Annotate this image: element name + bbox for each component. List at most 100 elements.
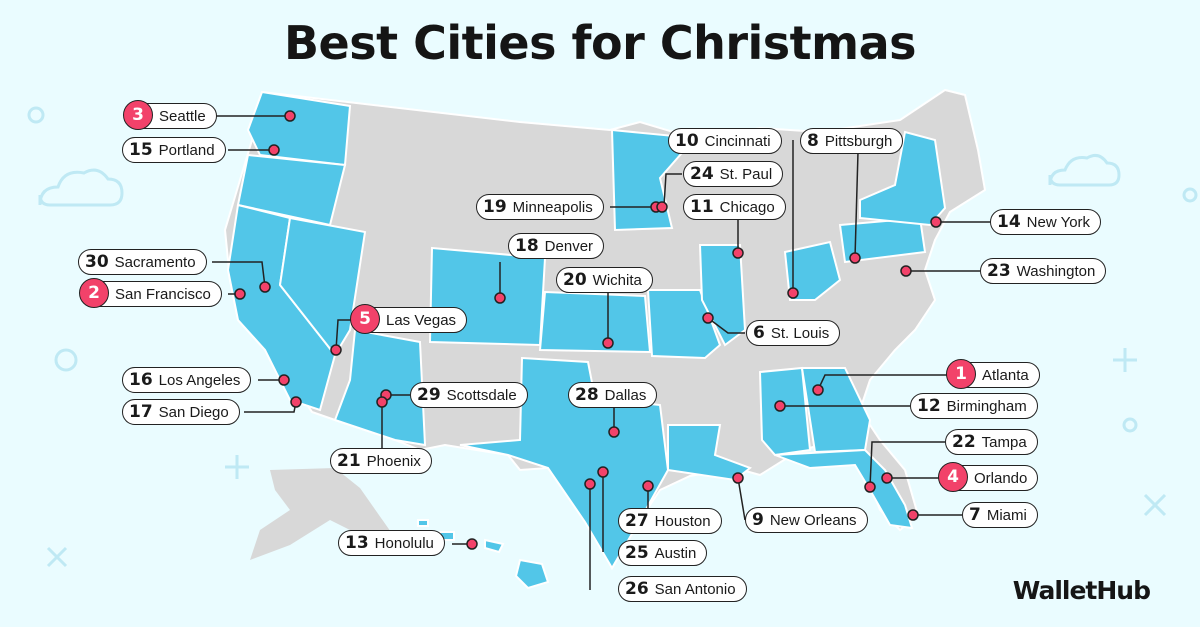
- city-dot: [376, 396, 388, 408]
- city-dot: [268, 144, 280, 156]
- city-label-miami: 7 Miami: [962, 502, 1038, 528]
- rank-number: 19: [483, 197, 507, 217]
- city-label-denver: 18 Denver: [508, 233, 605, 259]
- city-name: Orlando: [974, 469, 1028, 487]
- rank-number: 16: [129, 370, 153, 390]
- city-dot: [602, 337, 614, 349]
- alaska: [250, 468, 400, 560]
- city-dot: [642, 480, 654, 492]
- city-name: St. Louis: [770, 324, 830, 342]
- wallethub-logo: WalletHub: [1012, 576, 1151, 605]
- city-label-chicago: 11 Chicago: [683, 194, 786, 220]
- city-name: Dallas: [604, 386, 647, 404]
- city-label-honolulu: 13 Honolulu: [338, 530, 445, 556]
- decor-cloud-icon: [38, 153, 1121, 207]
- rank-number: 24: [690, 164, 714, 184]
- city-label-san-antonio: 26 San Antonio: [618, 576, 747, 602]
- city-name: San Antonio: [654, 580, 736, 598]
- rank-number: 22: [952, 432, 976, 452]
- rank-number: 11: [690, 197, 714, 217]
- city-name: Wichita: [592, 271, 642, 289]
- city-label-scottsdale: 29 Scottsdale: [410, 382, 528, 408]
- page-title: Best Cities for Christmas: [283, 16, 917, 70]
- city-dot: [702, 312, 714, 324]
- rank-number: 30: [85, 252, 109, 272]
- city-dot: [290, 396, 302, 408]
- city-label-new-york: 14 New York: [990, 209, 1102, 235]
- city-label-houston: 27 Houston: [618, 508, 722, 534]
- city-dot: [284, 110, 296, 122]
- city-label-birmingham: 12 Birmingham: [910, 393, 1038, 419]
- city-label-new-orleans: 9 New Orleans: [745, 507, 868, 533]
- rank-number: 20: [563, 270, 587, 290]
- city-name: Austin: [654, 544, 697, 562]
- city-dot: [597, 466, 609, 478]
- city-name: Seattle: [159, 107, 206, 125]
- city-name: Los Angeles: [158, 371, 241, 389]
- rank-number: 8: [807, 131, 819, 151]
- rank-number: 17: [129, 402, 153, 422]
- city-name: Portland: [158, 141, 215, 159]
- city-name: New Orleans: [769, 511, 857, 529]
- city-name: Tampa: [981, 433, 1027, 451]
- city-dot: [584, 478, 596, 490]
- city-label-austin: 25 Austin: [618, 540, 708, 566]
- city-label-pittsburgh: 8 Pittsburgh: [800, 128, 904, 154]
- illinois-state: [698, 244, 747, 347]
- city-name: Sacramento: [114, 253, 196, 271]
- city-dot: [900, 265, 912, 277]
- rank-number: 6: [753, 323, 765, 343]
- city-dot: [864, 481, 876, 493]
- city-name: Houston: [654, 512, 711, 530]
- rank-number: 7: [969, 505, 981, 525]
- washington-state: [246, 90, 352, 167]
- city-dot: [278, 374, 290, 386]
- city-label-cincinnati: 10 Cincinnati: [668, 128, 782, 154]
- rank-badge: 1: [946, 359, 976, 389]
- rank-number: 12: [917, 396, 941, 416]
- new-york-state: [859, 130, 947, 227]
- city-dot: [849, 252, 861, 264]
- rank-badge: 4: [938, 462, 968, 492]
- city-label-dallas: 28 Dallas: [568, 382, 658, 408]
- city-label-las-vegas: 5 Las Vegas: [350, 304, 468, 334]
- city-label-portland: 15 Portland: [122, 137, 226, 163]
- city-dot: [234, 288, 246, 300]
- city-label-seattle: 3 Seattle: [123, 100, 217, 130]
- city-dot: [732, 472, 744, 484]
- rank-number: 25: [625, 543, 649, 563]
- rank-number: 29: [417, 385, 441, 405]
- city-label-tampa: 22 Tampa: [945, 429, 1038, 455]
- rank-number: 23: [987, 261, 1011, 281]
- city-name: Minneapolis: [512, 198, 593, 216]
- city-dots: [234, 110, 942, 550]
- city-name: San Diego: [158, 403, 229, 421]
- missouri-state: [646, 289, 722, 360]
- city-dot: [774, 400, 786, 412]
- city-dot: [656, 201, 668, 213]
- city-label-atlanta: 1 Atlanta: [946, 359, 1040, 389]
- city-name: San Francisco: [115, 285, 211, 303]
- city-dot: [732, 247, 744, 259]
- city-label-orlando: 4 Orlando: [938, 462, 1039, 492]
- rank-number: 26: [625, 579, 649, 599]
- city-label-san-diego: 17 San Diego: [122, 399, 240, 425]
- city-label-minneapolis: 19 Minneapolis: [476, 194, 604, 220]
- florida-state: [774, 448, 914, 530]
- rank-number: 9: [752, 510, 764, 530]
- alabama-state: [758, 366, 812, 457]
- rank-number: 10: [675, 131, 699, 151]
- city-label-los-angeles: 16 Los Angeles: [122, 367, 252, 393]
- city-label-washington: 23 Washington: [980, 258, 1107, 284]
- city-label-phoenix: 21 Phoenix: [330, 448, 432, 474]
- louisiana-state: [667, 424, 753, 482]
- city-name: St. Paul: [719, 165, 773, 183]
- city-label-san-francisco: 2 San Francisco: [79, 278, 222, 308]
- rank-badge: 3: [123, 100, 153, 130]
- decor-plus-icon: [46, 348, 1167, 568]
- city-dot: [881, 472, 893, 484]
- city-name: Pittsburgh: [824, 132, 893, 150]
- hawaii-state: [417, 519, 550, 590]
